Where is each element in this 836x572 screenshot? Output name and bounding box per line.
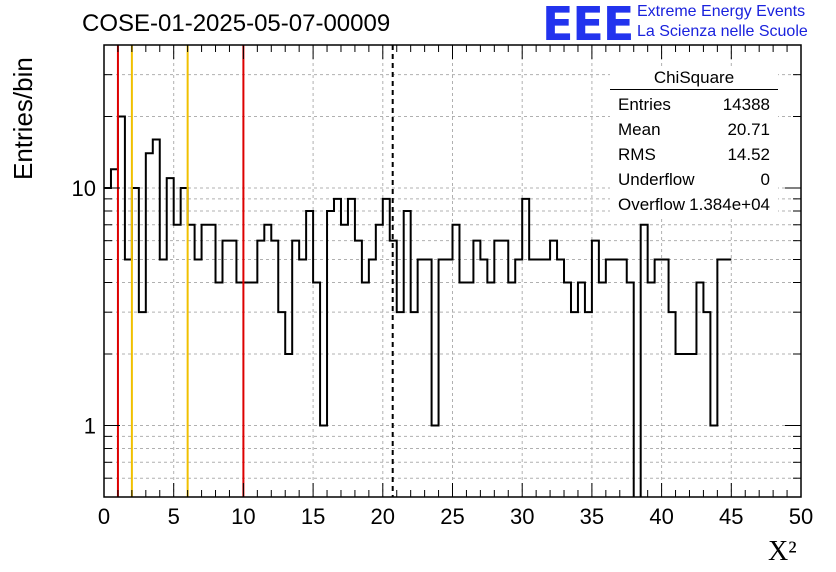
stats-value: 0 [760, 170, 770, 189]
stats-label: RMS [618, 145, 656, 164]
x-tick-label: 35 [580, 504, 604, 529]
x-tick-label: 20 [371, 504, 395, 529]
x-axis-label: X² [768, 536, 797, 568]
x-tick-label: 0 [98, 504, 110, 529]
x-tick-label: 5 [168, 504, 180, 529]
eee-logo: EEE [542, 0, 634, 51]
stats-label: Entries [618, 95, 671, 114]
x-tick-label: 50 [789, 504, 813, 529]
x-tick-label: 10 [231, 504, 255, 529]
stats-row-overflow: Overflow 1.384e+04 [610, 192, 778, 217]
stats-row-rms: RMS 14.52 [610, 142, 778, 167]
stats-row-entries: Entries 14388 [610, 92, 778, 117]
chart-title: COSE-01-2025-05-07-00009 [82, 10, 391, 37]
stats-name: ChiSquare [610, 68, 778, 90]
histogram-group [104, 115, 732, 497]
stats-label: Mean [618, 120, 661, 139]
x-axis-label-text: X² [768, 536, 797, 567]
stats-row-mean: Mean 20.71 [610, 117, 778, 142]
stats-label: Overflow [618, 195, 686, 214]
logo-line-2: La Scienza nelle Scuole [637, 23, 808, 40]
histogram-line [104, 115, 732, 497]
x-tick-label: 25 [440, 504, 464, 529]
x-tick-label: 45 [719, 504, 743, 529]
x-tick-label: 15 [301, 504, 325, 529]
stats-value: 14388 [722, 95, 770, 114]
y-tick-label: 10 [72, 176, 96, 201]
y-axis-label: Entries/bin [8, 57, 38, 180]
stats-value: 1.384e+04 [689, 195, 770, 214]
y-tick-label: 1 [84, 414, 96, 439]
x-tick-label: 40 [649, 504, 673, 529]
x-tick-label: 30 [510, 504, 534, 529]
stats-value: 20.71 [727, 120, 770, 139]
stats-row-underflow: Underflow 0 [610, 167, 778, 192]
stats-value: 14.52 [727, 145, 770, 164]
stats-label: Underflow [618, 170, 695, 189]
logo-line-1: Extreme Energy Events [637, 3, 806, 20]
stats-box: ChiSquare Entries 14388 Mean 20.71 RMS 14.5… [610, 68, 778, 217]
